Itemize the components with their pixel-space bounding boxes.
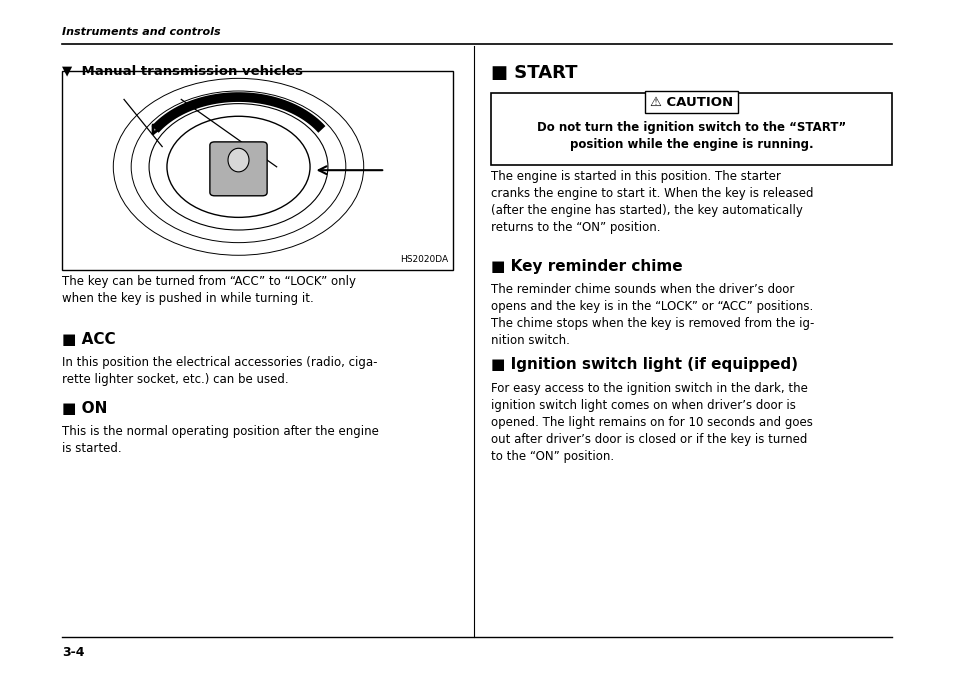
Text: The reminder chime sounds when the driver’s door
opens and the key is in the “LO: The reminder chime sounds when the drive… (491, 283, 814, 347)
Text: ■ ON: ■ ON (62, 401, 108, 416)
Text: ⚠ CAUTION: ⚠ CAUTION (649, 96, 733, 109)
Text: Do not turn the ignition switch to the “START”
position while the engine is runn: Do not turn the ignition switch to the “… (537, 121, 845, 152)
FancyBboxPatch shape (62, 71, 453, 270)
Text: ■ START: ■ START (491, 64, 578, 82)
Text: The engine is started in this position. The starter
cranks the engine to start i: The engine is started in this position. … (491, 170, 813, 234)
Text: ▼  Manual transmission vehicles: ▼ Manual transmission vehicles (62, 64, 303, 77)
FancyBboxPatch shape (491, 93, 891, 165)
Text: Instruments and controls: Instruments and controls (62, 27, 220, 37)
Text: ■ ACC: ■ ACC (62, 332, 115, 346)
Text: ■ Ignition switch light (if equipped): ■ Ignition switch light (if equipped) (491, 357, 798, 372)
Text: For easy access to the ignition switch in the dark, the
ignition switch light co: For easy access to the ignition switch i… (491, 382, 812, 463)
Ellipse shape (228, 148, 249, 172)
Text: The key can be turned from “ACC” to “LOCK” only
when the key is pushed in while : The key can be turned from “ACC” to “LOC… (62, 275, 355, 305)
Text: 3-4: 3-4 (62, 646, 85, 658)
Text: HS2020DA: HS2020DA (400, 255, 448, 264)
FancyBboxPatch shape (210, 142, 267, 195)
Text: ■ Key reminder chime: ■ Key reminder chime (491, 259, 682, 274)
Text: In this position the electrical accessories (radio, ciga-
rette lighter socket, : In this position the electrical accessor… (62, 356, 377, 386)
Text: This is the normal operating position after the engine
is started.: This is the normal operating position af… (62, 425, 378, 455)
